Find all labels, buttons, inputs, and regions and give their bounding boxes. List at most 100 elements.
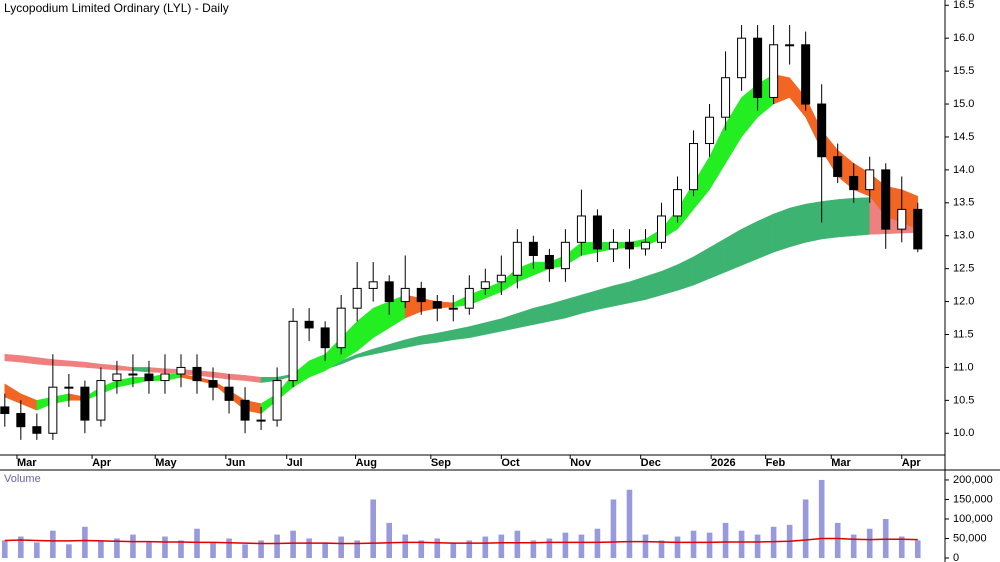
candle-body — [897, 208, 907, 230]
volume-bar — [482, 536, 489, 558]
volume-bar — [306, 538, 312, 558]
y-tick-label: 50,000 — [953, 532, 987, 544]
volume-bar — [370, 499, 376, 558]
volume-bar — [50, 530, 56, 558]
volume-bar — [722, 522, 729, 558]
candle-body — [576, 215, 586, 243]
candle-body — [913, 208, 923, 250]
volume-bar — [658, 540, 665, 558]
volume-bar — [82, 526, 88, 558]
band-segment — [773, 207, 790, 253]
y-tick-label: 11.5 — [953, 328, 974, 340]
candle-body — [881, 169, 891, 230]
candle-body — [673, 189, 683, 217]
volume-bar — [514, 530, 521, 558]
y-tick-label: 14.0 — [953, 164, 974, 176]
volume-bar — [770, 526, 777, 558]
volume-bar — [466, 540, 473, 558]
candle-body — [801, 44, 811, 105]
volume-title: Volume — [4, 473, 41, 485]
volume-bar — [690, 530, 697, 558]
candle-body — [496, 274, 506, 283]
candle-body — [656, 215, 667, 243]
band-segment — [821, 199, 838, 240]
band-segment — [645, 270, 662, 300]
x-tick-label: Mar — [17, 457, 37, 469]
candle-body — [624, 241, 634, 250]
volume-bar — [818, 479, 825, 558]
candle-body — [705, 116, 715, 145]
candle-body — [432, 301, 442, 309]
candle-body — [160, 373, 170, 382]
x-tick-label: Oct — [501, 457, 520, 469]
volume-bar — [34, 542, 40, 558]
volume-bar — [290, 530, 296, 558]
candle-body — [64, 386, 74, 389]
volume-bar — [498, 534, 505, 558]
volume-bar — [674, 536, 681, 558]
y-tick-label: 13.0 — [953, 230, 974, 242]
volume-bar — [162, 536, 168, 558]
candle-body — [865, 169, 875, 191]
volume-bar — [866, 528, 873, 558]
candle-body — [112, 373, 122, 382]
volume-bar — [834, 522, 841, 558]
x-tick-label: Mar — [831, 457, 851, 469]
candle-body — [16, 413, 26, 428]
candle-body — [272, 380, 282, 421]
volume-bar — [738, 530, 745, 558]
candle-body — [416, 287, 426, 303]
volume-bar — [914, 540, 921, 558]
candle-body — [833, 156, 843, 177]
candle-body — [352, 287, 362, 309]
volume-bar — [530, 540, 537, 558]
volume-bar — [226, 538, 232, 558]
volume-bar — [754, 534, 761, 558]
y-tick-label: 15.5 — [953, 65, 974, 77]
y-tick-label: 10.5 — [953, 394, 974, 406]
volume-average — [4, 537, 918, 545]
x-tick-label: Jul — [287, 457, 303, 469]
band-segment — [837, 197, 854, 238]
x-tick-label: Dec — [641, 457, 661, 469]
candle-body — [448, 307, 458, 310]
candle-body — [320, 327, 330, 349]
y-tick-label: 100,000 — [953, 513, 993, 525]
chart-title: Lycopodium Limited Ordinary (LYL) - Dail… — [4, 1, 229, 15]
volume-bar — [594, 528, 601, 558]
volume-bar — [418, 540, 425, 558]
volume-bar — [114, 538, 120, 558]
x-tick-label: Jun — [226, 457, 246, 469]
candle-body — [721, 77, 731, 118]
volume-bar — [274, 534, 280, 558]
volume-bar — [850, 534, 857, 558]
candle-body — [849, 175, 859, 191]
volume-bar — [882, 518, 889, 558]
volume-bar — [2, 540, 8, 558]
x-tick-label: Nov — [570, 457, 592, 469]
volume-bar — [386, 522, 393, 558]
band-segment — [52, 359, 70, 367]
candle-body — [528, 241, 538, 256]
candle-body — [288, 320, 298, 382]
candle-body — [753, 37, 763, 98]
candle-body — [208, 380, 218, 388]
candle-body — [144, 373, 154, 382]
volume-bar — [18, 536, 24, 558]
volume-bar — [578, 534, 585, 558]
candle-body — [737, 37, 747, 79]
candle-body — [817, 103, 827, 158]
volume-bar — [338, 536, 344, 558]
candle-body — [224, 386, 234, 401]
y-tick-label: 13.5 — [953, 197, 974, 209]
y-tick-label: 16.5 — [953, 0, 974, 11]
band-segment — [68, 360, 86, 368]
volume-bar — [562, 532, 569, 558]
candle-body — [512, 241, 522, 276]
y-tick-label: 16.0 — [953, 32, 974, 44]
candle-body — [0, 406, 10, 415]
candle-body — [96, 380, 106, 421]
volume-bar — [98, 540, 104, 558]
volume-bar — [434, 538, 441, 558]
x-tick-label: Apr — [902, 457, 922, 469]
